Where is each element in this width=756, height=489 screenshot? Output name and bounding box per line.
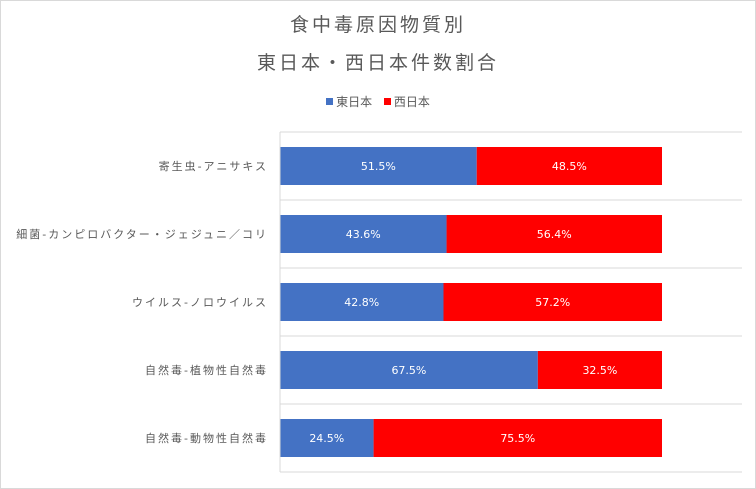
bar-east bbox=[280, 147, 477, 185]
chart-title-line-2: 東日本・西日本件数割合 bbox=[256, 52, 499, 74]
bar-east bbox=[280, 215, 447, 253]
bar-west bbox=[446, 215, 662, 253]
legend-item-west: 西日本 bbox=[383, 93, 430, 110]
bar-east bbox=[280, 351, 538, 389]
legend-swatch-east bbox=[326, 98, 334, 105]
bar-west bbox=[373, 419, 662, 457]
category-label: 細菌-カンピロバクター・ジェジュニ／コリ bbox=[16, 228, 268, 241]
data-label: 51.5% bbox=[361, 160, 396, 173]
data-label: 67.5% bbox=[391, 364, 426, 377]
chart-title-line-1: 食中毒原因物質別 bbox=[289, 14, 466, 36]
legend-label-west: 西日本 bbox=[393, 95, 430, 109]
data-label: 48.5% bbox=[552, 160, 587, 173]
data-label: 42.8% bbox=[344, 296, 379, 309]
legend-swatch-west bbox=[383, 98, 391, 105]
data-label: 56.4% bbox=[537, 228, 572, 241]
bar-west bbox=[443, 283, 662, 321]
category-label: 自然毒-動物性自然毒 bbox=[145, 431, 268, 445]
category-label: 寄生虫-アニサキス bbox=[159, 159, 268, 173]
legend-item-east: 東日本 bbox=[326, 93, 372, 110]
bar-east bbox=[280, 283, 444, 321]
category-label: ウイルス-ノロウイルス bbox=[132, 296, 268, 309]
bar-west bbox=[476, 147, 662, 185]
data-label: 57.2% bbox=[535, 296, 570, 309]
legend: 東日本 西日本 bbox=[0, 93, 756, 110]
category-label: 自然毒-植物性自然毒 bbox=[145, 363, 268, 377]
bar-west bbox=[537, 351, 662, 389]
legend-label-east: 東日本 bbox=[336, 95, 373, 109]
data-label: 32.5% bbox=[582, 364, 617, 377]
data-label: 75.5% bbox=[500, 432, 535, 445]
data-label: 43.6% bbox=[346, 228, 381, 241]
data-label: 24.5% bbox=[309, 432, 344, 445]
bar-east bbox=[280, 419, 374, 457]
